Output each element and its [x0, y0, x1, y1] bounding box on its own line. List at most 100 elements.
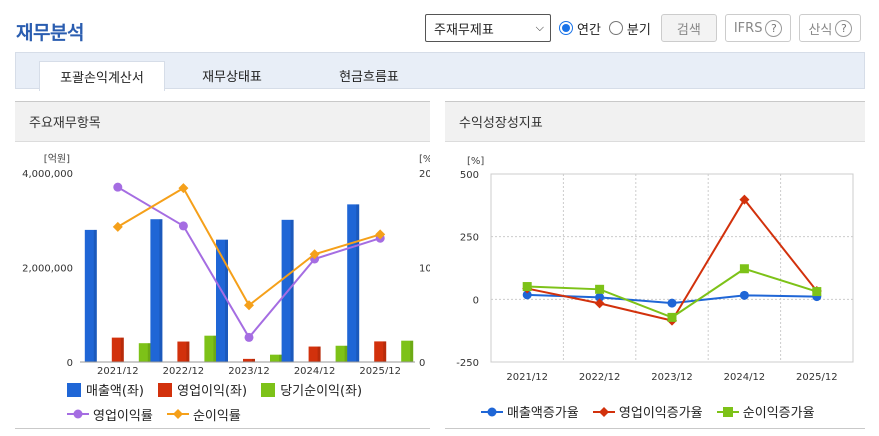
- legend-label: 매출액증가율: [507, 406, 579, 421]
- bar-shadow: [317, 346, 321, 362]
- bar: [138, 343, 151, 362]
- legend-item[interactable]: 순이익증가율: [716, 402, 815, 421]
- page-title: 재무분석: [16, 22, 84, 44]
- series-line: [527, 267, 818, 319]
- key-financials-panel: 주요재무항목 [억원] [%] 0 2,000,000 4,000,000 0 10 20 20…: [15, 101, 430, 429]
- bar: [270, 354, 282, 362]
- report-type-select[interactable]: 주재무제표 ⌵: [425, 14, 551, 42]
- bar-shadow: [159, 219, 163, 362]
- legend-item[interactable]: 순이익률: [166, 405, 241, 424]
- legend-label: 영업이익(좌): [177, 384, 248, 399]
- x-tick-label: 2024/12: [294, 366, 336, 374]
- tab-label: 현금흐름표: [339, 70, 399, 85]
- x-tick-label: 2025/12: [359, 366, 401, 374]
- data-point-marker: [667, 298, 677, 308]
- period-annual-radio[interactable]: 연간: [559, 19, 601, 38]
- bar-shadow: [290, 219, 294, 362]
- bar: [216, 239, 228, 362]
- bar: [308, 346, 321, 362]
- key-financials-chart: [억원] [%] 0 2,000,000 4,000,000 0 10 20 2021/12 20…: [22, 153, 430, 374]
- data-point-marker: [244, 332, 254, 342]
- legend-line-icon: [67, 409, 89, 419]
- x-tick-label: 2021/12: [97, 366, 139, 374]
- ifrs-button[interactable]: IFRS ?: [724, 14, 792, 42]
- bar-shadow: [356, 204, 360, 362]
- legend-line-icon: [166, 409, 189, 419]
- data-point-marker: [522, 290, 532, 300]
- legend-swatch: [67, 382, 81, 397]
- x-tick-label: 2022/12: [579, 372, 621, 383]
- y-tick-label-left: 4,000,000: [22, 169, 73, 180]
- formula-button-label: 산식: [808, 22, 833, 38]
- legend-item[interactable]: 매출액(좌): [67, 380, 144, 399]
- y-tick-label: 0: [473, 295, 479, 306]
- bar-shadow: [279, 354, 282, 362]
- data-point-marker: [594, 298, 605, 309]
- bar-shadow: [344, 345, 348, 362]
- data-point-marker: [667, 312, 677, 322]
- y-tick-label-right: 20: [419, 169, 430, 180]
- legend-label: 당기순이익(좌): [280, 384, 363, 399]
- bar: [374, 341, 387, 362]
- y-axis-unit-left: [억원]: [44, 153, 70, 165]
- statement-tabs: 포괄손익계산서 재무상태표 현금흐름표: [15, 52, 865, 91]
- panel-divider: [445, 428, 865, 429]
- bar: [150, 219, 163, 362]
- tab-label: 포괄손익계산서: [60, 71, 144, 86]
- panel-title: 주요재무항목: [15, 102, 430, 142]
- legend-item[interactable]: 영업이익(좌): [158, 380, 247, 399]
- key-financials-legend: 매출액(좌) 영업이익(좌) 당기순이익(좌) 영업이익률 순이익률: [67, 380, 427, 424]
- x-tick-label: 2022/12: [163, 366, 205, 374]
- y-tick-label: 250: [460, 233, 479, 244]
- tab-cash-flow[interactable]: 현금흐름표: [314, 61, 424, 90]
- toolbar: 주재무제표 ⌵ 연간 분기 검색 IFRS ? 산식 ?: [425, 14, 862, 42]
- bar-shadow: [147, 343, 151, 362]
- legend-item[interactable]: 영업이익증가율: [592, 402, 703, 421]
- legend-label: 순이익증가율: [742, 406, 815, 421]
- bar: [204, 335, 217, 362]
- bar: [401, 340, 414, 362]
- data-point-marker: [178, 183, 189, 194]
- legend-swatch: [158, 382, 173, 397]
- bar-shadow: [186, 341, 190, 362]
- report-type-value: 주재무제표: [434, 22, 494, 38]
- bar: [111, 337, 124, 362]
- data-point-marker: [178, 221, 188, 231]
- tab-balance-sheet[interactable]: 재무상태표: [176, 61, 288, 90]
- bar: [177, 341, 190, 362]
- bar: [335, 345, 348, 362]
- formula-button[interactable]: 산식 ?: [799, 14, 862, 42]
- growth-indicators-legend: 매출액증가율 영업이익증가율 순이익증가율: [481, 402, 861, 422]
- search-button-label: 검색: [676, 22, 701, 38]
- data-point-marker: [112, 221, 123, 232]
- search-button[interactable]: 검색: [660, 14, 717, 42]
- bar-shadow: [93, 229, 97, 362]
- data-point-marker: [309, 249, 320, 260]
- growth-indicators-panel: 수익성장성지표 [%] -250 0 250 500 2021/12 2022/12 2023…: [445, 101, 865, 429]
- bar-shadow: [252, 358, 255, 362]
- data-point-marker: [739, 194, 750, 205]
- x-tick-label: 2021/12: [506, 372, 548, 383]
- legend-item[interactable]: 매출액증가율: [481, 402, 579, 421]
- help-icon: ?: [835, 19, 853, 37]
- tab-income-statement[interactable]: 포괄손익계산서: [39, 61, 165, 91]
- legend-line-icon: [592, 406, 615, 417]
- y-axis-unit-right: [%]: [419, 154, 430, 165]
- y-axis-unit: [%]: [467, 156, 484, 167]
- chevron-down-icon: ⌵: [535, 21, 544, 34]
- growth-indicators-chart: [%] -250 0 250 500 2021/12 2022/12 2023/12 2024/…: [456, 156, 854, 383]
- legend-item[interactable]: 영업이익률: [67, 405, 153, 424]
- legend-item[interactable]: 당기순이익(좌): [261, 380, 362, 399]
- legend-line-icon: [716, 406, 739, 417]
- tab-label: 재무상태표: [202, 70, 262, 85]
- x-tick-label: 2025/12: [796, 372, 838, 383]
- legend-label: 매출액(좌): [86, 384, 144, 399]
- y-tick-label-right: 10: [419, 264, 430, 275]
- period-quarter-radio[interactable]: 분기: [608, 19, 651, 38]
- ifrs-button-label: IFRS: [733, 20, 763, 36]
- bar-shadow: [410, 340, 414, 362]
- legend-line-icon: [481, 407, 503, 416]
- bar: [243, 358, 255, 362]
- data-point-marker: [812, 287, 822, 297]
- y-tick-label-left: 2,000,000: [22, 264, 73, 275]
